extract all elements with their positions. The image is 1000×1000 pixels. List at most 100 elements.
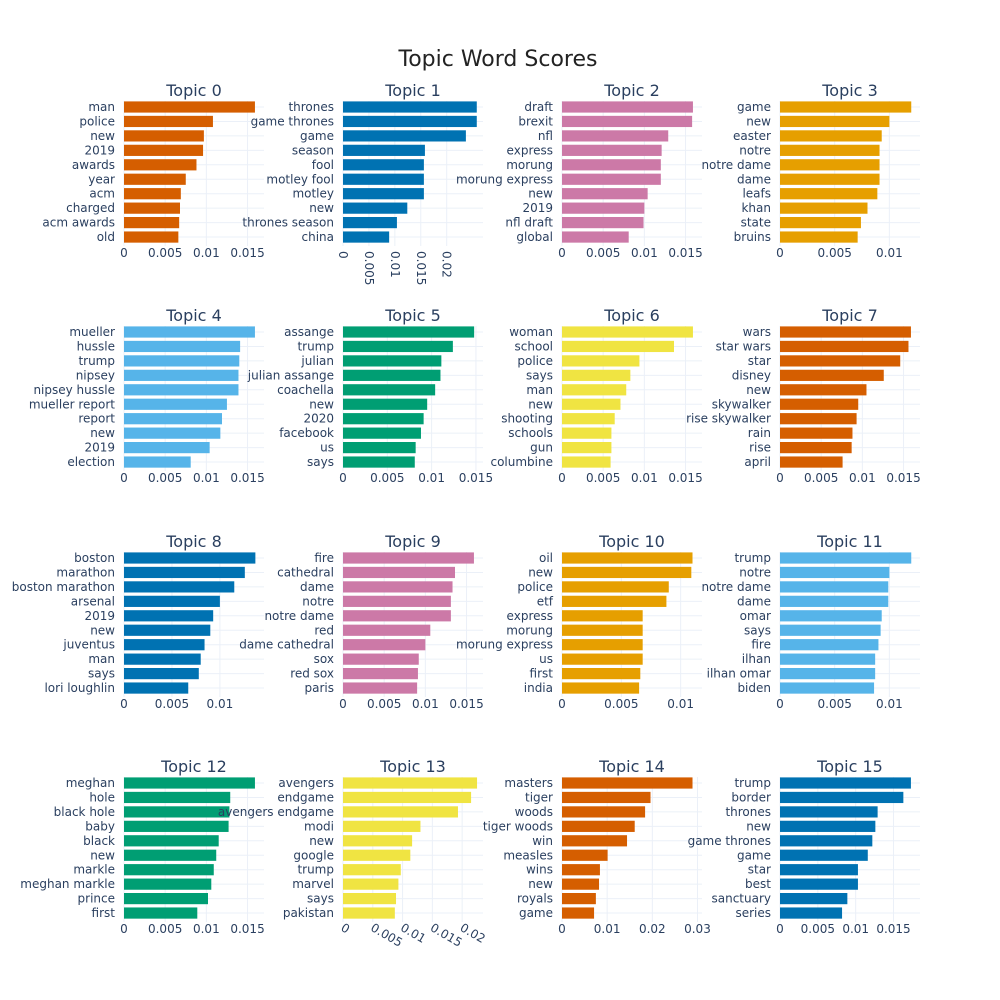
bar — [124, 326, 255, 338]
bar — [343, 806, 458, 818]
bar — [780, 384, 867, 396]
bar — [780, 427, 853, 439]
bar — [343, 791, 472, 804]
bar — [780, 835, 873, 847]
tick-label: 0 — [558, 922, 566, 936]
tick-label: 0.005 — [818, 246, 852, 260]
bar — [562, 595, 667, 607]
bar — [343, 355, 442, 367]
word-label: morung express — [456, 172, 553, 186]
word-label: dame — [737, 594, 771, 608]
bar — [124, 653, 201, 665]
bar — [780, 581, 889, 593]
bar — [780, 101, 912, 113]
bar — [343, 456, 415, 468]
tick-label: 0.015 — [668, 246, 702, 260]
word-label: sanctuary — [711, 892, 771, 906]
bar — [562, 893, 596, 905]
word-label: hussle — [77, 339, 115, 353]
topic-panel: Topic 10 oilnewpoliceetfexpressmorungmoru… — [456, 532, 702, 711]
tick-label: 0.01 — [842, 922, 869, 936]
bar — [562, 653, 643, 665]
bar — [562, 217, 644, 229]
word-label: motley fool — [266, 172, 334, 186]
tick-label: 0.01 — [388, 251, 402, 278]
word-label: rise — [749, 441, 771, 455]
word-label: marathon — [56, 565, 115, 579]
bar — [343, 849, 411, 861]
word-label: man — [526, 383, 553, 397]
word-label: global — [516, 230, 553, 244]
bar — [343, 639, 426, 651]
bar — [343, 581, 453, 593]
word-label: morung — [506, 623, 553, 637]
tick-label: 0 — [120, 697, 128, 711]
bar — [343, 173, 424, 185]
bar — [343, 202, 408, 214]
word-label: fire — [751, 638, 771, 652]
bar — [124, 173, 186, 185]
word-label: meghan — [66, 776, 115, 790]
bar — [124, 566, 245, 579]
tick-label: 0.01 — [193, 246, 220, 260]
tick-label: 0.005 — [368, 920, 405, 949]
tick-label: 0.005 — [370, 471, 404, 485]
topic-panel: Topic 2 draftbrexitnflexpressmorungmorung… — [456, 81, 703, 260]
word-label: dame cathedral — [239, 638, 334, 652]
word-label: dame — [737, 172, 771, 186]
bar — [343, 864, 401, 876]
bar — [562, 878, 600, 890]
word-label: game — [300, 129, 334, 143]
word-label: notre dame — [701, 580, 771, 594]
word-label: man — [88, 100, 115, 114]
bar — [124, 581, 235, 593]
word-label: wins — [526, 863, 553, 877]
bar — [124, 820, 229, 832]
tick-label: 0.03 — [684, 922, 711, 936]
word-label: facebook — [279, 426, 334, 440]
word-label: juventus — [62, 638, 115, 652]
word-label: google — [293, 848, 334, 862]
bar — [343, 413, 424, 425]
word-label: rise skywalker — [686, 412, 771, 426]
word-label: lori loughlin — [44, 681, 115, 695]
word-label: awards — [72, 158, 115, 172]
bar — [124, 777, 255, 789]
word-label: report — [78, 412, 115, 426]
tick-label: 0.01 — [412, 697, 439, 711]
bar — [124, 595, 220, 607]
word-label: modi — [304, 819, 334, 833]
word-label: new — [746, 114, 771, 128]
word-label: boston — [74, 551, 115, 565]
word-label: etf — [537, 594, 554, 608]
word-label: prince — [78, 892, 115, 906]
word-label: game — [737, 848, 771, 862]
word-label: julian — [300, 354, 334, 368]
bar — [124, 849, 217, 861]
bar — [343, 130, 466, 142]
bar — [124, 398, 227, 410]
tick-label: 0.015 — [459, 471, 493, 485]
bar — [780, 144, 880, 156]
panel-title: Topic 6 — [603, 306, 660, 325]
word-label: nfl — [538, 129, 553, 143]
word-label: marvel — [292, 877, 334, 891]
word-label: cathedral — [277, 565, 334, 579]
bar — [562, 624, 643, 636]
bar — [780, 369, 884, 381]
bar — [562, 791, 651, 804]
bar — [562, 427, 612, 439]
word-label: star — [748, 354, 771, 368]
word-label: nipsey — [76, 368, 115, 382]
word-label: charged — [66, 201, 115, 215]
word-label: new — [90, 848, 115, 862]
tick-label: 0.015 — [428, 920, 465, 949]
word-label: schools — [508, 426, 553, 440]
word-label: india — [524, 681, 553, 695]
word-label: state — [741, 216, 771, 230]
bar — [343, 835, 413, 847]
